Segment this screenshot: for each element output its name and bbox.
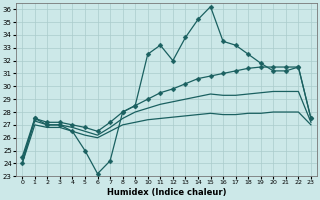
X-axis label: Humidex (Indice chaleur): Humidex (Indice chaleur) (107, 188, 226, 197)
